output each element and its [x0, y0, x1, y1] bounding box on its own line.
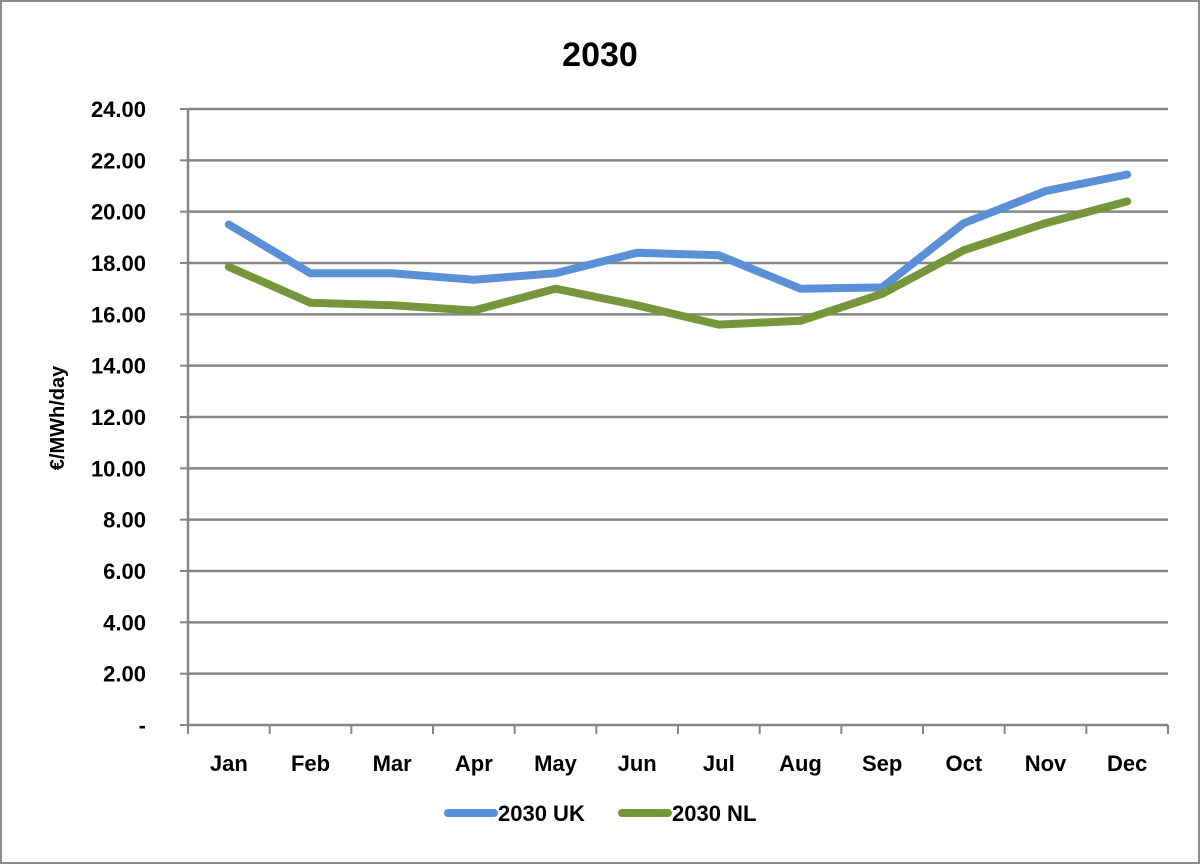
- x-tick-labels: Jan Feb Mar Apr May Jun Jul Aug Sep Oct Nov Dec: [210, 751, 1147, 776]
- y-axis-label: €/MWh/day: [47, 365, 69, 470]
- x-tick-label: Apr: [455, 751, 493, 776]
- y-tick-labels: - 2.00 4.00 6.00 8.00 10.00 12.00 14.00 16.00 18.…: [91, 97, 146, 738]
- x-tick-label: Dec: [1107, 751, 1147, 776]
- y-tick-label: 6.00: [103, 559, 146, 584]
- y-tick-label: 18.00: [91, 251, 146, 276]
- x-tick-label: Jun: [618, 751, 657, 776]
- series-line-uk: [224, 170, 1132, 293]
- x-tick-label: Feb: [291, 751, 330, 776]
- y-tick-label: 22.00: [91, 148, 146, 173]
- y-tick-label: 4.00: [103, 610, 146, 635]
- y-tick-label: 12.00: [91, 405, 146, 430]
- gridlines: [188, 107, 1168, 675]
- y-tick-label: -: [139, 713, 146, 738]
- x-tick-label: Sep: [862, 751, 902, 776]
- x-tick-label: Jul: [703, 751, 735, 776]
- x-tick-label: Aug: [779, 751, 822, 776]
- legend-label: 2030 UK: [498, 801, 585, 826]
- legend: 2030 UK 2030 NL: [444, 801, 756, 826]
- y-tick-label: 14.00: [91, 354, 146, 379]
- x-tick-label: May: [534, 751, 578, 776]
- x-tick-label: Oct: [945, 751, 982, 776]
- chart-title: 2030: [562, 36, 638, 74]
- axes: [180, 108, 1169, 734]
- legend-label: 2030 NL: [672, 801, 756, 826]
- series-lines: [224, 170, 1132, 329]
- x-tick-label: Mar: [373, 751, 413, 776]
- y-tick-label: 8.00: [103, 508, 146, 533]
- series-line-nl: [224, 197, 1132, 329]
- y-tick-label: 16.00: [91, 302, 146, 327]
- y-tick-label: 2.00: [103, 662, 146, 687]
- y-tick-label: 10.00: [91, 456, 146, 481]
- y-tick-label: 24.00: [91, 97, 146, 122]
- x-tick-label: Jan: [210, 751, 248, 776]
- x-tick-label: Nov: [1025, 751, 1067, 776]
- y-tick-label: 20.00: [91, 200, 146, 225]
